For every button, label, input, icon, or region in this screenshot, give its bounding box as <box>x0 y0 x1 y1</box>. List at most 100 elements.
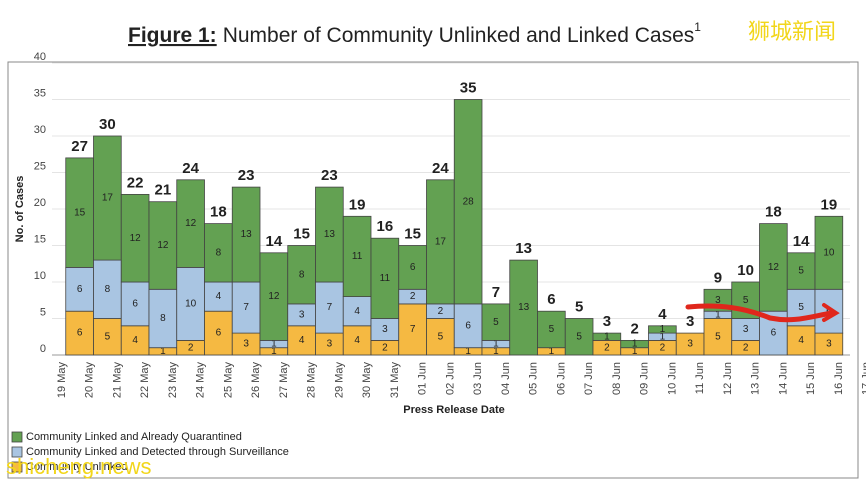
segment-label: 12 <box>768 262 780 273</box>
segment-label: 1 <box>549 346 555 357</box>
x-tick-label: 16 Jun <box>833 362 845 395</box>
segment-label: 5 <box>438 331 444 342</box>
segment-label: 4 <box>798 335 804 346</box>
segment-label: 2 <box>438 306 444 317</box>
segment-label: 15 <box>74 207 86 218</box>
y-tick-label: 25 <box>34 160 46 172</box>
bar-segment <box>287 245 316 305</box>
bar-segment <box>426 179 455 305</box>
bar-segment <box>592 332 622 341</box>
bar-segment <box>259 252 289 341</box>
legend-label: Community Unlinked <box>26 461 127 473</box>
bar-segment <box>481 303 511 341</box>
total-label: 15 <box>293 225 310 242</box>
bar-segment <box>231 186 261 283</box>
watermark: 狮城新闻 <box>748 19 836 44</box>
x-tick-label: 28 May <box>306 362 318 399</box>
total-label: 18 <box>210 204 227 221</box>
bar-segment <box>703 318 733 356</box>
segment-label: 2 <box>410 291 416 302</box>
bar-segment <box>648 325 677 334</box>
bar-segment <box>315 186 344 283</box>
segment-label: 5 <box>493 317 499 328</box>
bar-segment <box>204 223 233 283</box>
bar-segment <box>342 215 372 298</box>
x-tick-label: 08 Jun <box>611 362 623 395</box>
x-tick-label: 06 Jun <box>555 362 567 395</box>
segment-label: 8 <box>105 284 111 295</box>
x-tick-label: 17 Jun <box>861 362 866 395</box>
segment-label: 4 <box>132 335 138 346</box>
total-label: 3 <box>603 313 611 330</box>
segment-label: 28 <box>463 196 475 207</box>
segment-label: 3 <box>687 339 693 350</box>
segment-label: 2 <box>743 342 749 353</box>
segment-label: 1 <box>604 331 610 342</box>
bar-segment <box>231 281 261 334</box>
legend-label: Community Linked and Detected through Su… <box>26 446 289 458</box>
bar-segment <box>65 310 94 356</box>
segment-label: 17 <box>435 236 447 247</box>
title-prefix: Figure 1: <box>128 24 217 47</box>
segment-label: 1 <box>632 346 638 357</box>
segment-label: 11 <box>380 273 391 284</box>
bar-segment <box>93 259 122 319</box>
segment-label: 4 <box>216 291 222 302</box>
watermark: shicheng.news <box>6 454 152 479</box>
bar-segment <box>759 223 788 312</box>
segment-label: 10 <box>185 299 197 310</box>
total-label: 3 <box>686 313 694 330</box>
segment-label: 1 <box>160 346 166 357</box>
segment-label: 4 <box>354 306 360 317</box>
total-label: 5 <box>575 298 583 315</box>
segment-label: 5 <box>743 295 749 306</box>
segment-label: 3 <box>382 324 388 335</box>
total-label: 24 <box>432 160 449 177</box>
segment-label: 3 <box>715 295 721 306</box>
segment-label: 6 <box>77 328 83 339</box>
segment-label: 1 <box>660 331 666 342</box>
y-tick-label: 15 <box>34 233 46 245</box>
bar-segment <box>315 281 344 334</box>
x-tick-label: 13 Jun <box>750 362 762 395</box>
y-tick-label: 5 <box>40 306 46 318</box>
x-tick-label: 20 May <box>84 362 96 399</box>
segment-label: 17 <box>102 193 114 204</box>
segment-label: 12 <box>157 240 169 251</box>
x-tick-label: 05 Jun <box>528 362 540 395</box>
total-label: 27 <box>71 138 88 155</box>
x-tick-label: 14 Jun <box>777 362 789 395</box>
segment-label: 1 <box>271 339 277 350</box>
segment-label: 2 <box>188 342 194 353</box>
segment-label: 5 <box>715 331 721 342</box>
segment-label: 5 <box>798 302 804 313</box>
segment-label: 1 <box>493 346 499 357</box>
total-label: 15 <box>404 225 421 242</box>
x-tick-label: 04 Jun <box>500 362 512 395</box>
segment-label: 13 <box>241 229 253 240</box>
segment-label: 5 <box>105 331 111 342</box>
segment-label: 12 <box>185 218 197 229</box>
x-tick-label: 03 Jun <box>472 362 484 395</box>
legend-label: Community Linked and Already Quarantined <box>26 431 242 443</box>
bar-segment <box>398 303 427 356</box>
segment-label: 8 <box>216 247 222 258</box>
x-tick-label: 25 May <box>222 362 234 399</box>
x-tick-label: 10 Jun <box>666 362 678 395</box>
segment-label: 1 <box>271 346 277 357</box>
x-tick-label: 31 May <box>389 362 401 399</box>
x-axis-label: Press Release Date <box>403 404 505 416</box>
total-label: 19 <box>821 196 838 213</box>
segment-label: 3 <box>299 309 305 320</box>
total-label: 13 <box>515 240 532 257</box>
bar-segment <box>93 318 122 356</box>
segment-label: 8 <box>160 313 166 324</box>
segment-label: 2 <box>660 342 666 353</box>
x-tick-label: 21 May <box>111 362 123 399</box>
total-label: 14 <box>793 233 810 250</box>
x-tick-label: 11 Jun <box>694 362 706 394</box>
segment-label: 5 <box>798 266 804 277</box>
segment-label: 13 <box>324 229 336 240</box>
bar-segment <box>176 179 205 268</box>
